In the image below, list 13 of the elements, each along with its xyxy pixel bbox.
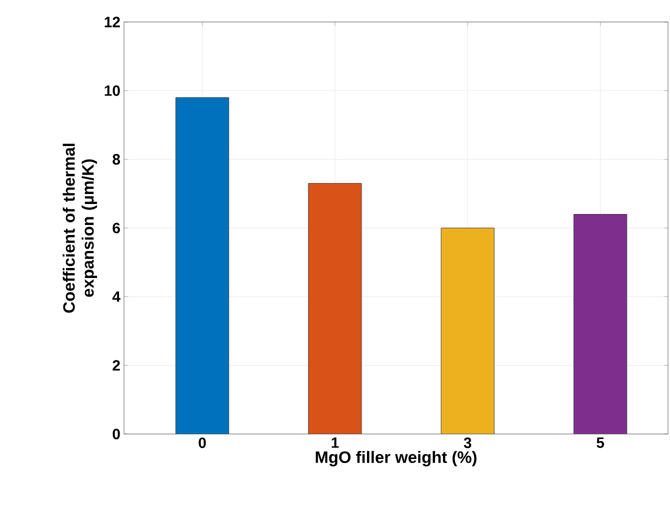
y-tick-label: 12 xyxy=(104,16,120,28)
x-axis-title: MgO filler weight (%) xyxy=(316,450,476,466)
x-tick-label: 1 xyxy=(332,438,339,448)
x-tick-label: 3 xyxy=(464,438,472,448)
y-tick-label: 8 xyxy=(112,154,120,165)
x-tick-label: 0 xyxy=(198,438,206,448)
y-tick-label: 2 xyxy=(112,360,120,371)
x-tick-label: 5 xyxy=(596,438,604,448)
y-tick-label: 6 xyxy=(112,222,120,234)
y-axis-title: Coefficient of thermal expansion (μm/K) xyxy=(62,144,98,313)
y-tick-label: 4 xyxy=(112,292,120,302)
y-tick-label: 10 xyxy=(104,85,120,96)
y-tick-label: 0 xyxy=(112,428,120,440)
